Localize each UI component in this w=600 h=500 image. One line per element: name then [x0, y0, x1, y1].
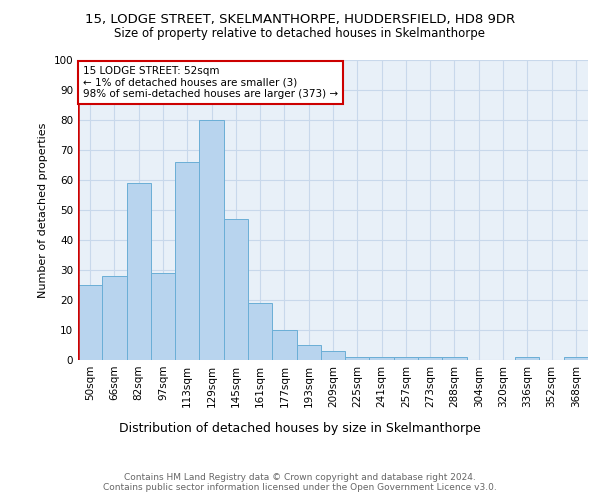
Bar: [78, 285, 102, 360]
Bar: [151, 273, 175, 360]
Text: Contains HM Land Registry data © Crown copyright and database right 2024.
Contai: Contains HM Land Registry data © Crown c…: [103, 473, 497, 492]
Bar: [418, 357, 442, 360]
Bar: [199, 120, 224, 360]
Text: Distribution of detached houses by size in Skelmanthorpe: Distribution of detached houses by size …: [119, 422, 481, 435]
Y-axis label: Number of detached properties: Number of detached properties: [38, 122, 48, 298]
Text: Size of property relative to detached houses in Skelmanthorpe: Size of property relative to detached ho…: [115, 28, 485, 40]
Bar: [564, 357, 588, 360]
Bar: [224, 219, 248, 360]
Bar: [442, 357, 467, 360]
Text: 15, LODGE STREET, SKELMANTHORPE, HUDDERSFIELD, HD8 9DR: 15, LODGE STREET, SKELMANTHORPE, HUDDERS…: [85, 12, 515, 26]
Bar: [272, 330, 296, 360]
Bar: [102, 276, 127, 360]
Text: 15 LODGE STREET: 52sqm
← 1% of detached houses are smaller (3)
98% of semi-detac: 15 LODGE STREET: 52sqm ← 1% of detached …: [83, 66, 338, 99]
Bar: [321, 351, 345, 360]
Bar: [394, 357, 418, 360]
Bar: [370, 357, 394, 360]
Bar: [296, 345, 321, 360]
Bar: [175, 162, 199, 360]
Bar: [345, 357, 370, 360]
Bar: [127, 183, 151, 360]
Bar: [515, 357, 539, 360]
Bar: [248, 303, 272, 360]
